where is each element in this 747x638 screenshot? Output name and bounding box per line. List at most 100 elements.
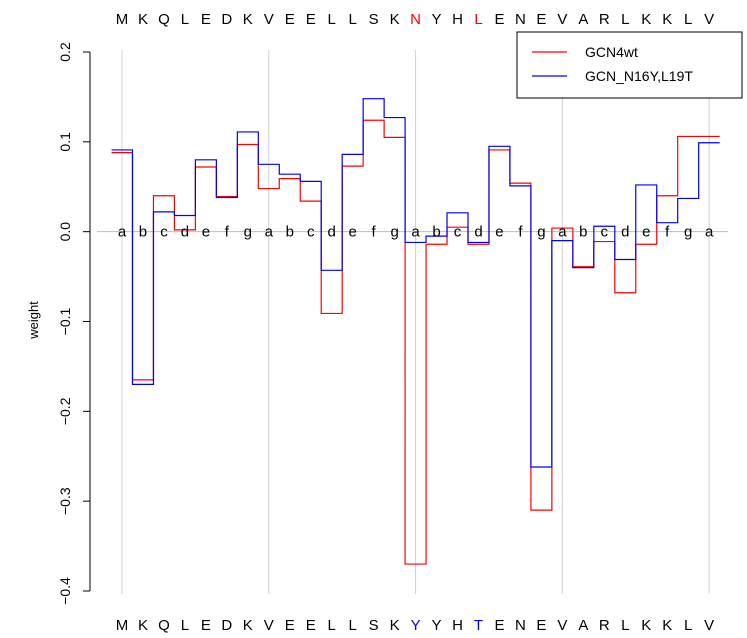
- sequence-bottom-residue: V: [557, 617, 567, 634]
- sequence-top-residue: L: [348, 11, 356, 28]
- sequence-top-residue: K: [390, 11, 400, 28]
- sequence-bottom-residue: S: [369, 617, 379, 634]
- heptad-label: e: [642, 224, 650, 241]
- sequence-top-residue: S: [369, 11, 379, 28]
- legend-entry: GCN_N16Y,L19T: [585, 68, 693, 84]
- sequence-bottom-residue: Q: [158, 617, 170, 634]
- heptad-label: d: [474, 224, 482, 241]
- sequence-top-residue: K: [662, 11, 672, 28]
- heptad-label: c: [454, 224, 462, 241]
- y-tick-label: −0.1: [57, 307, 73, 335]
- y-tick-label: 0.1: [57, 132, 73, 152]
- sequence-top-residue: L: [621, 11, 629, 28]
- sequence-bottom-residue: L: [348, 617, 356, 634]
- sequence-bottom-residue: Y: [432, 617, 442, 634]
- y-axis: −0.4 −0.3 −0.2 −0.1 0.0 0.1 0.2: [57, 42, 90, 605]
- sequence-top-residue: K: [243, 11, 253, 28]
- sequence-top-residue: M: [116, 11, 129, 28]
- heptad-label: g: [390, 224, 398, 241]
- heptad-label: g: [537, 224, 545, 241]
- heptad-label: b: [286, 224, 294, 241]
- y-tick-label: −0.2: [57, 397, 73, 425]
- sequence-bottom-residue: T: [474, 617, 483, 634]
- sequence-bottom-residue: K: [641, 617, 651, 634]
- legend-entry: GCN4wt: [585, 44, 638, 60]
- sequence-bottom-residue: R: [599, 617, 610, 634]
- sequence-bottom-residue: K: [243, 617, 253, 634]
- sequence-top-residue: E: [201, 11, 211, 28]
- legend: GCN4wt GCN_N16Y,L19T: [517, 32, 742, 98]
- heptad-label: g: [244, 224, 252, 241]
- sequence-bottom-residue: E: [536, 617, 546, 634]
- sequence-top-residue: E: [306, 11, 316, 28]
- heptad-label: e: [348, 224, 356, 241]
- sequence-top-residue: L: [474, 11, 482, 28]
- sequence-top-residue: L: [328, 11, 336, 28]
- y-tick-label: 0.2: [57, 42, 73, 62]
- sequence-top-residue: K: [641, 11, 651, 28]
- sequence-top-residue: E: [285, 11, 295, 28]
- sequence-bottom-residue: V: [264, 617, 274, 634]
- heptad-label: a: [705, 224, 714, 241]
- sequence-top-residue: V: [557, 11, 567, 28]
- y-axis-label: weight: [26, 301, 41, 340]
- sequence-bottom-residue: E: [494, 617, 504, 634]
- sequence-top-residue: H: [452, 11, 463, 28]
- sequence-bottom-residue: E: [201, 617, 211, 634]
- y-tick-label: −0.4: [57, 577, 73, 605]
- sequence-bottom-residue: L: [181, 617, 189, 634]
- sequence-top-residue: Y: [432, 11, 442, 28]
- sequence-bottom-residue: L: [621, 617, 629, 634]
- heptad-label: g: [684, 224, 692, 241]
- sequence-top-residue: E: [536, 11, 546, 28]
- heptad-label: a: [118, 224, 127, 241]
- sequence-top-residue: R: [599, 11, 610, 28]
- heptad-label: d: [181, 224, 189, 241]
- sequence-top-residue: D: [221, 11, 232, 28]
- sequence-bottom-residue: K: [138, 617, 148, 634]
- sequence-bottom-residue: A: [578, 617, 588, 634]
- sequence-top-residue: A: [578, 11, 588, 28]
- sequence-top-residue: Q: [158, 11, 170, 28]
- y-tick-label: −0.3: [57, 487, 73, 515]
- sequence-bottom-residue: K: [662, 617, 672, 634]
- heptad-label: c: [160, 224, 168, 241]
- sequence-bottom-residue: N: [515, 617, 526, 634]
- heptad-label: a: [558, 224, 567, 241]
- sequence-top-residue: L: [684, 11, 692, 28]
- heptad-label: a: [411, 224, 420, 241]
- sequence-top-residue: V: [704, 11, 714, 28]
- sequence-bottom-residue: V: [704, 617, 714, 634]
- sequence-top-residue: L: [181, 11, 189, 28]
- heptad-label: d: [328, 224, 336, 241]
- heptad-label: d: [621, 224, 629, 241]
- heptad-label: b: [432, 224, 440, 241]
- sequence-bottom-residue: L: [328, 617, 336, 634]
- sequence-bottom-residue: E: [285, 617, 295, 634]
- sequence-top-residue: E: [494, 11, 504, 28]
- sequence-bottom-residue: E: [306, 617, 316, 634]
- heptad-label: b: [139, 224, 147, 241]
- sequence-bottom-residue: M: [116, 617, 129, 634]
- y-tick-label: 0.0: [57, 222, 73, 242]
- sequence-top-residue: K: [138, 11, 148, 28]
- sequence-top-residue: N: [410, 11, 421, 28]
- sequence-top-residue: V: [264, 11, 274, 28]
- sequence-top-residue: N: [515, 11, 526, 28]
- sequence-bottom-residue: H: [452, 617, 463, 634]
- gridlines: [97, 50, 728, 594]
- heptad-label: e: [495, 224, 503, 241]
- heptad-label: e: [202, 224, 210, 241]
- heptad-label: c: [307, 224, 315, 241]
- sequence-bottom-residue: Y: [411, 617, 421, 634]
- sequence-bottom-residue: D: [221, 617, 232, 634]
- sequence-bottom-residue: L: [684, 617, 692, 634]
- heptad-label: c: [601, 224, 609, 241]
- legend-box: [517, 32, 742, 98]
- sequence-bottom-residue: K: [390, 617, 400, 634]
- heptad-label: b: [579, 224, 587, 241]
